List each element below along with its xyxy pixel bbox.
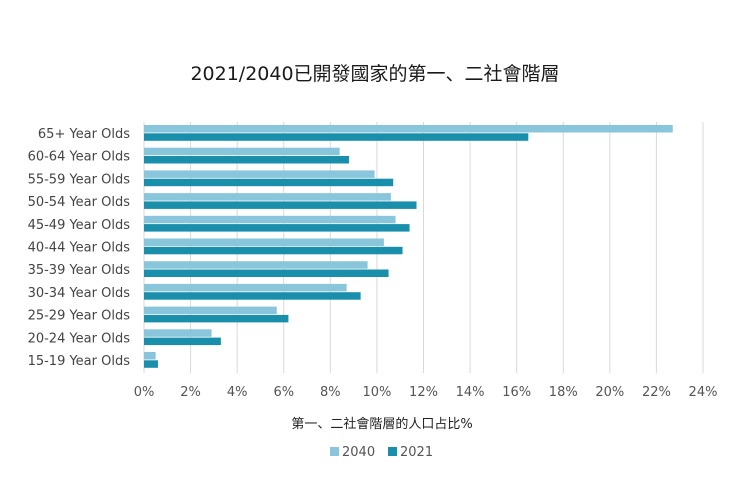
category-label: 40-44 Year Olds [28, 241, 131, 256]
x-axis-ticks: 0% 2% 4% 6% 8% 10% 12% 14% 16% 18% 20% 22% 24% [134, 385, 718, 400]
category-labels: 65+ Year Olds 60-64 Year Olds 55-59 Year O… [28, 127, 131, 369]
x-tick-label: 12% [409, 385, 438, 400]
category-label: 20-24 Year Olds [28, 331, 131, 346]
x-tick-label: 6% [273, 385, 294, 400]
legend-swatch-2040 [330, 447, 339, 456]
bar-2021 [144, 201, 417, 209]
legend: 2040 2021 [330, 445, 433, 460]
bars [144, 125, 673, 368]
category-label: 50-54 Year Olds [28, 195, 131, 210]
category-label: 15-19 Year Olds [28, 354, 131, 369]
x-tick-label: 0% [134, 385, 155, 400]
x-tick-label: 10% [362, 385, 391, 400]
bar-2021 [144, 246, 403, 255]
legend-swatch-2021 [388, 447, 397, 456]
x-tick-label: 14% [456, 385, 485, 400]
bar-2040 [144, 125, 673, 133]
x-tick-label: 24% [689, 385, 718, 400]
category-label: 30-34 Year Olds [28, 286, 131, 301]
legend-label-2040: 2040 [342, 445, 375, 460]
x-tick-label: 20% [595, 385, 624, 400]
x-tick-label: 16% [502, 385, 531, 400]
bar-2040 [144, 170, 375, 178]
bar-2040 [144, 306, 277, 315]
x-tick-label: 18% [549, 385, 578, 400]
bar-2040 [144, 238, 384, 246]
bar-2021 [144, 178, 394, 187]
category-label: 45-49 Year Olds [28, 218, 131, 233]
category-label: 35-39 Year Olds [28, 263, 131, 278]
bar-2040 [144, 352, 156, 360]
bar-2021 [144, 337, 221, 346]
x-tick-label: 8% [320, 385, 341, 400]
x-axis-title: 第一、二社會階層的人口占比% [291, 416, 472, 432]
category-label: 65+ Year Olds [38, 127, 130, 142]
bar-2040 [144, 215, 396, 224]
bar-2040 [144, 147, 340, 156]
chart-title: 2021/2040已開發國家的第一、二社會階層 [190, 63, 559, 85]
bar-2021 [144, 224, 410, 232]
bar-2021 [144, 314, 289, 323]
bar-2040 [144, 283, 347, 292]
legend-label-2021: 2021 [400, 445, 433, 460]
bar-2040 [144, 193, 391, 201]
bar-2021 [144, 133, 529, 141]
bar-2040 [144, 261, 368, 269]
category-label: 60-64 Year Olds [28, 150, 131, 165]
category-label: 25-29 Year Olds [28, 309, 131, 324]
category-label: 55-59 Year Olds [28, 172, 131, 187]
x-tick-label: 4% [227, 385, 248, 400]
bar-2040 [144, 329, 212, 337]
x-tick-label: 22% [642, 385, 671, 400]
x-tick-label: 2% [180, 385, 201, 400]
bar-2021 [144, 269, 389, 277]
bar-2021 [144, 360, 158, 368]
bar-2021 [144, 292, 361, 300]
bar-2021 [144, 156, 349, 164]
